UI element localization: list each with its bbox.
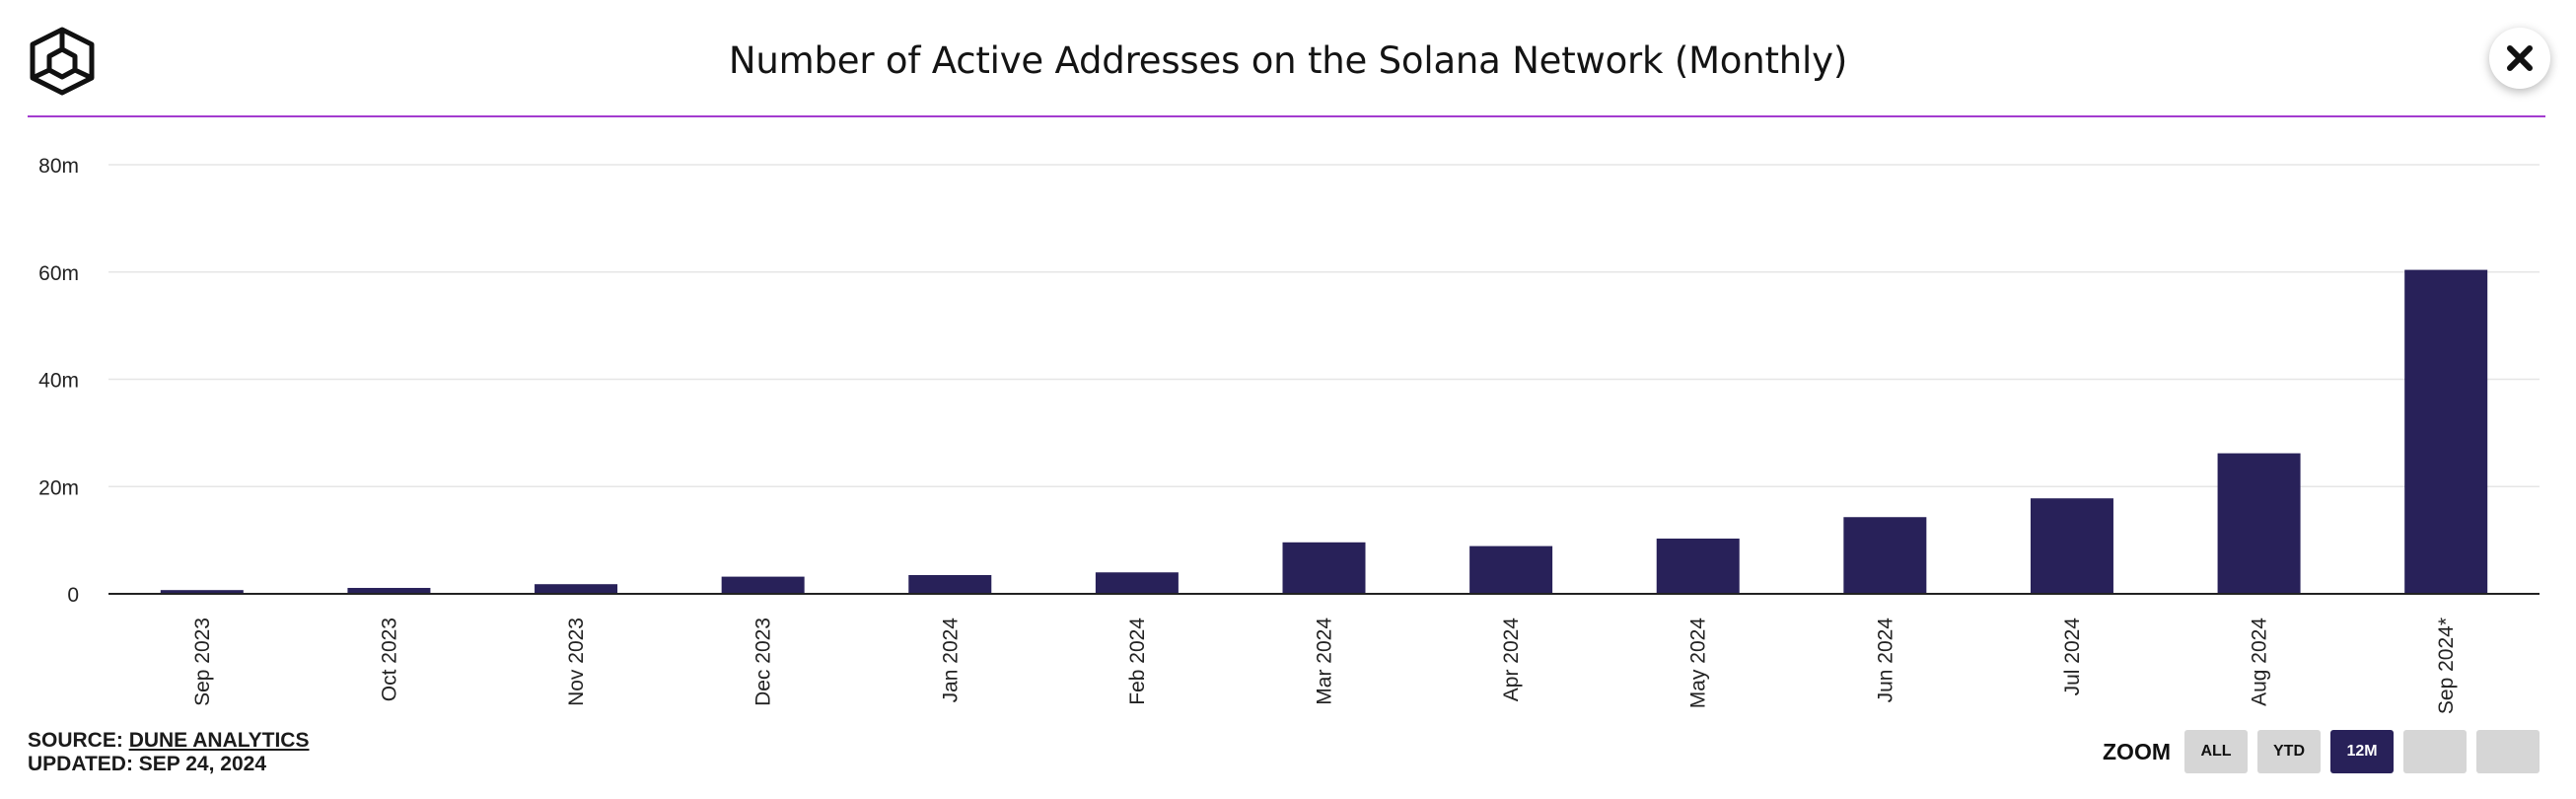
x-tick-label: Sep 2023 [191,617,214,706]
y-tick-label: 20m [38,476,79,499]
bar [535,584,618,594]
close-button[interactable] [2489,28,2550,89]
y-tick-label: 40m [38,370,79,393]
x-tick-label: Sep 2024* [2435,617,2458,714]
y-tick-label: 80m [38,155,79,178]
bar [2217,453,2301,594]
bar [2404,269,2488,594]
x-tick-label: Apr 2024 [1500,617,1523,702]
x-tick-label: Jun 2024 [1874,617,1896,703]
zoom-ytd-button[interactable]: YTD [2257,730,2321,773]
x-tick-label: Dec 2023 [752,617,775,706]
source-prefix: SOURCE: [28,729,123,752]
title-divider [28,115,2545,117]
zoom-option-button[interactable] [2403,730,2467,773]
bar [347,588,431,594]
x-tick-label: Mar 2024 [1314,617,1336,705]
x-tick-label: Oct 2023 [378,617,400,701]
bar-chart: 0 20m 40m 60m 80m Sep 2023 Oct 2023 Nov 2023 Dec… [38,155,2540,714]
bar [1095,572,1179,594]
x-tick-label: Jul 2024 [2061,617,2084,696]
zoom-all-button[interactable]: ALL [2184,730,2248,773]
x-tick-label: Jan 2024 [939,617,962,703]
bar [2030,498,2113,594]
close-icon [2507,45,2533,71]
bar [1469,545,1553,594]
zoom-option-button[interactable] [2476,730,2540,773]
bar [1282,542,1366,594]
zoom-12m-button[interactable]: 12M [2330,730,2394,773]
bar [721,576,805,594]
bar [1656,538,1740,594]
chart-title: Number of Active Addresses on the Solana… [728,39,1848,82]
zoom-label: ZOOM [2103,738,2171,764]
bar [908,574,992,594]
bar [160,590,244,594]
x-tick-label: Aug 2024 [2249,617,2271,706]
source-link[interactable]: DUNE ANALYTICS [128,729,310,752]
bar [1843,517,1927,594]
x-tick-label: Nov 2023 [565,617,588,706]
cube-logo-icon [28,26,97,97]
y-tick-label: 60m [38,262,79,285]
updated-date: UPDATED: SEP 24, 2024 [28,753,266,775]
zoom-controls: ZOOM ALL YTD 12M [2103,730,2549,773]
source-line: SOURCE: DUNE ANALYTICS [28,729,309,753]
source-block: SOURCE: DUNE ANALYTICS UPDATED: SEP 24, … [28,729,309,776]
x-tick-label: May 2024 [1687,617,1710,709]
x-tick-label: Feb 2024 [1126,617,1149,705]
y-tick-label: 0 [67,584,79,607]
